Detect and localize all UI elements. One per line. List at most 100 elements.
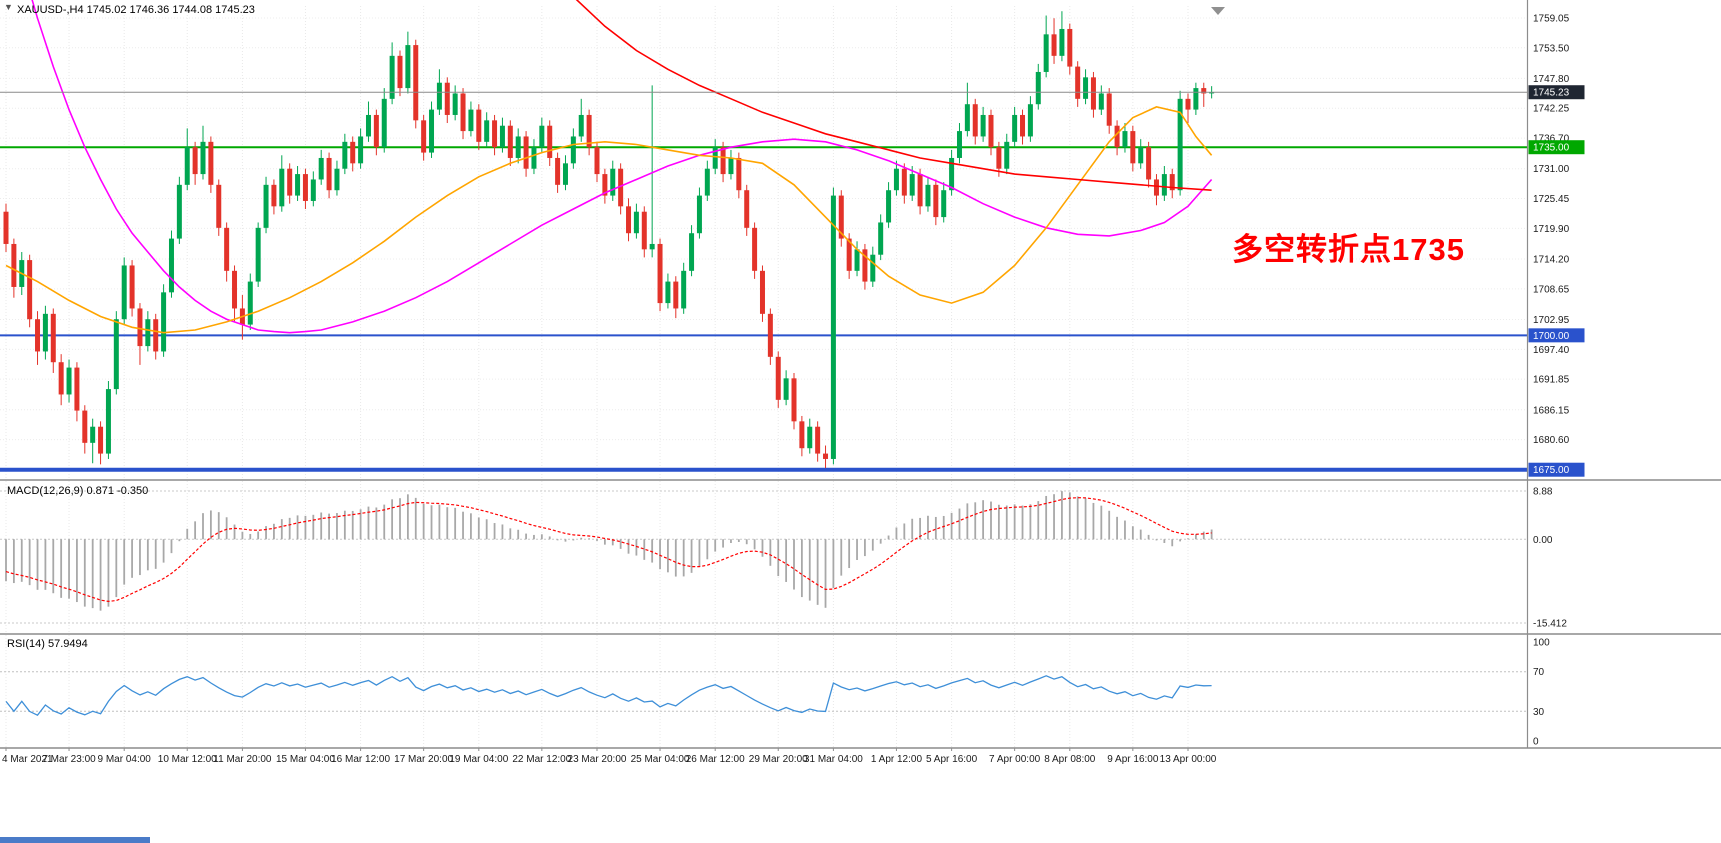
chart-title: XAUUSD-,H4 1745.02 1746.36 1744.08 1745.… — [17, 4, 255, 16]
bear-candle — [27, 260, 33, 320]
bull-candle — [878, 222, 884, 255]
current-price-tag-label: 1745.23 — [1533, 88, 1570, 99]
bull-candle — [381, 98, 387, 148]
price-axis-label: 1747.80 — [1533, 74, 1570, 85]
bull-candle — [909, 174, 915, 196]
bull-candle — [121, 265, 127, 320]
bull-candle — [342, 141, 348, 169]
time-axis-label: 23 Mar 20:00 — [568, 754, 627, 765]
time-axis-label: 8 Apr 08:00 — [1044, 754, 1096, 765]
price-axis-label: 1736.70 — [1533, 134, 1570, 145]
bear-candle — [444, 82, 450, 115]
bear-candle — [1067, 28, 1073, 67]
bear-candle — [1169, 174, 1175, 191]
bear-candle — [673, 281, 679, 309]
bull-candle — [452, 93, 458, 115]
bull-candle — [712, 147, 718, 169]
bull-candle — [925, 184, 931, 207]
bear-candle — [413, 45, 419, 121]
bull-candle — [436, 82, 442, 110]
bull-candle — [531, 147, 537, 169]
bear-candle — [421, 120, 427, 153]
ma-medium-orange — [5, 106, 1213, 334]
bull-candle — [562, 163, 568, 185]
bear-candle — [98, 426, 104, 454]
bull-candle — [610, 168, 616, 196]
macd-axis-label: 0.00 — [1533, 535, 1553, 546]
bear-candle — [759, 270, 765, 314]
bear-candle — [460, 93, 466, 132]
price-axis-label: 1686.15 — [1533, 405, 1570, 416]
bull-candle — [405, 45, 411, 89]
chart-shift-marker-icon[interactable] — [1211, 7, 1225, 15]
bear-candle — [547, 125, 553, 158]
bull-candle — [176, 184, 182, 239]
one-click-trading-icon[interactable]: ▼ — [4, 2, 13, 12]
bear-candle — [1020, 114, 1026, 137]
price-axis-label: 1753.50 — [1533, 43, 1570, 54]
time-axis-label: 15 Mar 04:00 — [276, 754, 335, 765]
bear-candle — [476, 109, 482, 142]
bear-candle — [1090, 77, 1096, 110]
bull-candle — [728, 157, 734, 175]
bull-candle — [1138, 147, 1144, 164]
time-axis-label: 9 Apr 16:00 — [1107, 754, 1159, 765]
rsi-line — [5, 675, 1212, 717]
bear-candle — [767, 313, 773, 357]
bear-candle — [3, 211, 9, 244]
bear-candle — [791, 378, 797, 422]
time-axis-label: 7 Mar 23:00 — [42, 754, 96, 765]
bull-candle — [1177, 98, 1183, 191]
bull-candle — [1035, 71, 1041, 105]
bull-candle — [66, 367, 72, 395]
time-axis-label: 9 Mar 04:00 — [98, 754, 152, 765]
time-axis-label: 26 Mar 12:00 — [686, 754, 745, 765]
bear-candle — [492, 120, 498, 148]
rsi-axis-label: 100 — [1533, 638, 1550, 649]
price-axis-label: 1725.45 — [1533, 194, 1570, 205]
bull-candle — [295, 174, 301, 196]
bull-candle — [310, 179, 316, 201]
chart-annotation-text: 多空转折点1735 — [1232, 232, 1465, 267]
time-axis-label: 19 Mar 04:00 — [449, 754, 508, 765]
current-price-tag — [1528, 85, 1585, 100]
bull-candle — [949, 157, 955, 191]
bear-candle — [815, 426, 821, 454]
level-price-tag — [1528, 462, 1585, 477]
bear-candle — [626, 206, 632, 234]
bear-candle — [302, 174, 308, 201]
time-axis-label: 5 Apr 16:00 — [926, 754, 978, 765]
horizontal-scrollbar-thumb[interactable] — [0, 837, 150, 843]
bear-candle — [1201, 88, 1207, 94]
bull-candle — [168, 238, 174, 293]
price-axis-label: 1680.60 — [1533, 435, 1570, 446]
bear-candle — [1185, 98, 1191, 110]
rsi-indicator-header: RSI(14) 57.9494 — [7, 638, 88, 650]
bull-candle — [689, 233, 695, 271]
rsi-axis-label: 70 — [1533, 667, 1545, 678]
bull-candle — [956, 131, 962, 158]
bull-candle — [279, 168, 285, 207]
macd-signal-line — [5, 497, 1212, 603]
bull-candle — [1161, 174, 1167, 196]
time-axis-label: 25 Mar 04:00 — [631, 754, 690, 765]
bull-candle — [854, 249, 860, 271]
level-price-tag — [1528, 140, 1585, 155]
level-price-tag — [1528, 328, 1585, 343]
macd-axis-label: 8.88 — [1533, 487, 1553, 498]
price-axis-label: 1702.95 — [1533, 315, 1570, 326]
bull-candle — [941, 190, 947, 218]
bull-candle — [145, 319, 151, 347]
bear-candle — [736, 157, 742, 191]
bull-candle — [247, 281, 253, 325]
bear-candle — [216, 184, 222, 228]
bear-candle — [224, 227, 230, 271]
bear-candle — [594, 147, 600, 175]
price-axis-label: 1742.25 — [1533, 104, 1570, 115]
time-axis-label: 17 Mar 20:00 — [394, 754, 453, 765]
bull-candle — [830, 195, 836, 459]
bull-candle — [886, 190, 892, 223]
time-axis-label: 10 Mar 12:00 — [158, 754, 217, 765]
